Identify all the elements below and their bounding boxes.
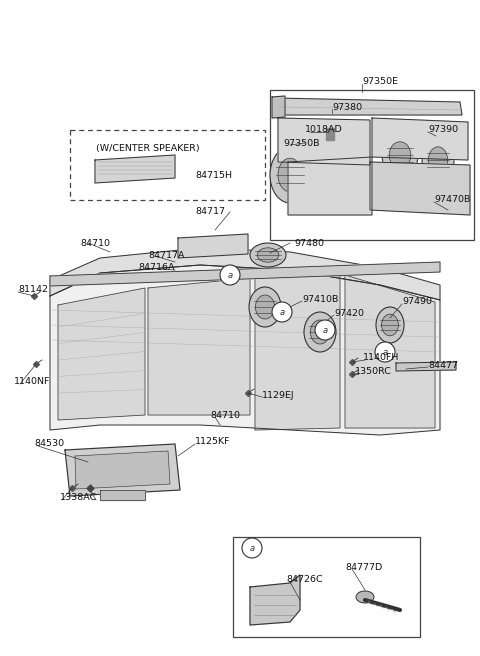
Text: 1129EJ: 1129EJ bbox=[262, 390, 295, 400]
Text: 1338AC: 1338AC bbox=[60, 493, 97, 502]
Polygon shape bbox=[326, 128, 334, 140]
Polygon shape bbox=[58, 288, 145, 420]
Text: 84777D: 84777D bbox=[345, 562, 382, 571]
Text: 97410B: 97410B bbox=[302, 295, 338, 304]
Text: a: a bbox=[279, 308, 285, 317]
Polygon shape bbox=[148, 278, 250, 415]
Ellipse shape bbox=[382, 133, 418, 177]
Text: 84710: 84710 bbox=[210, 411, 240, 419]
Text: (W/CENTER SPEAKER): (W/CENTER SPEAKER) bbox=[96, 144, 200, 152]
Circle shape bbox=[242, 538, 262, 558]
Ellipse shape bbox=[255, 295, 275, 319]
Text: 1125KF: 1125KF bbox=[195, 438, 230, 447]
Polygon shape bbox=[255, 275, 340, 430]
Ellipse shape bbox=[356, 591, 374, 603]
Ellipse shape bbox=[278, 158, 302, 192]
Circle shape bbox=[375, 342, 395, 362]
Polygon shape bbox=[100, 490, 145, 500]
Polygon shape bbox=[95, 155, 175, 183]
Bar bbox=[233, 537, 420, 637]
Text: 97350B: 97350B bbox=[283, 138, 320, 148]
Polygon shape bbox=[178, 234, 248, 258]
Polygon shape bbox=[272, 96, 285, 118]
Text: 97420: 97420 bbox=[334, 308, 364, 318]
Polygon shape bbox=[75, 451, 170, 489]
Text: 97480: 97480 bbox=[294, 239, 324, 247]
Text: 97490: 97490 bbox=[402, 298, 432, 306]
Polygon shape bbox=[275, 98, 462, 115]
Ellipse shape bbox=[382, 314, 398, 336]
Text: 84477: 84477 bbox=[428, 361, 458, 369]
Ellipse shape bbox=[376, 307, 404, 343]
Text: 97390: 97390 bbox=[428, 125, 458, 134]
Text: 84710: 84710 bbox=[80, 239, 110, 247]
Text: 84726C: 84726C bbox=[286, 575, 323, 584]
Text: a: a bbox=[383, 348, 387, 357]
Polygon shape bbox=[396, 362, 456, 371]
Text: a: a bbox=[228, 271, 233, 280]
Text: 97350E: 97350E bbox=[362, 77, 398, 87]
Text: 84716A: 84716A bbox=[138, 264, 175, 272]
Polygon shape bbox=[278, 118, 370, 165]
Text: 84717: 84717 bbox=[195, 207, 225, 216]
Polygon shape bbox=[345, 275, 435, 428]
Ellipse shape bbox=[257, 248, 279, 262]
Circle shape bbox=[315, 320, 335, 340]
Text: a: a bbox=[250, 544, 254, 553]
Text: a: a bbox=[323, 326, 327, 335]
Ellipse shape bbox=[304, 312, 336, 352]
Polygon shape bbox=[370, 162, 470, 215]
Ellipse shape bbox=[422, 138, 454, 182]
Polygon shape bbox=[372, 118, 468, 160]
Bar bbox=[270, 90, 474, 240]
Text: 1140FH: 1140FH bbox=[363, 354, 399, 363]
Text: 81142: 81142 bbox=[18, 285, 48, 295]
Ellipse shape bbox=[250, 243, 286, 267]
Text: 84530: 84530 bbox=[34, 440, 64, 449]
Circle shape bbox=[272, 302, 292, 322]
Bar bbox=[70, 130, 265, 200]
Polygon shape bbox=[50, 262, 440, 286]
Text: 97380: 97380 bbox=[332, 102, 362, 112]
Ellipse shape bbox=[428, 147, 447, 173]
Ellipse shape bbox=[270, 147, 310, 203]
Polygon shape bbox=[250, 575, 300, 625]
Ellipse shape bbox=[311, 320, 330, 344]
Text: 97470B: 97470B bbox=[434, 195, 470, 205]
Text: 84715H: 84715H bbox=[195, 171, 232, 180]
Text: 1350RC: 1350RC bbox=[355, 367, 392, 377]
Polygon shape bbox=[50, 248, 440, 300]
Polygon shape bbox=[288, 157, 372, 215]
Ellipse shape bbox=[389, 142, 411, 168]
Circle shape bbox=[220, 265, 240, 285]
Ellipse shape bbox=[249, 287, 281, 327]
Polygon shape bbox=[65, 444, 180, 496]
Text: 1018AD: 1018AD bbox=[305, 125, 343, 134]
Text: 84717A: 84717A bbox=[148, 251, 184, 260]
Polygon shape bbox=[50, 265, 440, 435]
Text: 1140NF: 1140NF bbox=[14, 377, 50, 386]
